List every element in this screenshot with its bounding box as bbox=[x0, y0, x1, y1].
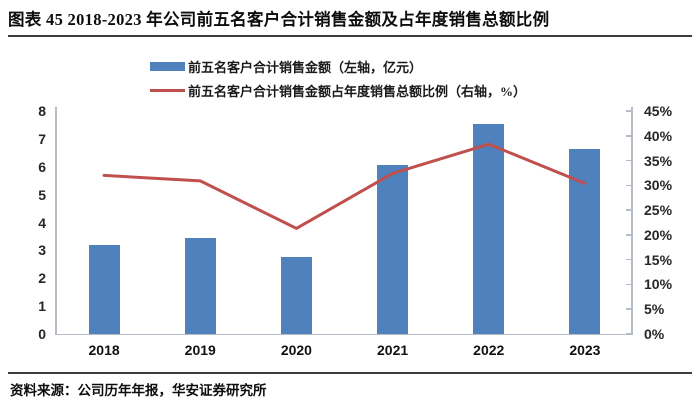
right-axis-tick-label: 15% bbox=[644, 251, 673, 268]
x-axis-label-2019: 2019 bbox=[184, 342, 216, 358]
right-axis-tick-mark bbox=[626, 184, 632, 187]
left-axis-tick-label: 4 bbox=[38, 214, 46, 231]
right-axis-tick-label: 10% bbox=[644, 276, 673, 293]
right-axis-tick-label: 30% bbox=[644, 177, 673, 194]
right-axis-tick-label: 40% bbox=[644, 127, 673, 144]
right-axis-tick-mark bbox=[626, 308, 632, 310]
right-axis-tick-mark bbox=[626, 110, 632, 112]
legend-item-line-series: 前五名客户合计销售金额占年度销售总额比例（右轴，%） bbox=[150, 82, 527, 99]
x-axis-label-2021: 2021 bbox=[377, 342, 409, 358]
source-note: 资料来源：公司历年年报，华安证券研究所 bbox=[10, 383, 267, 398]
title-divider bbox=[8, 35, 692, 37]
right-y-axis-line bbox=[631, 107, 633, 335]
bar-2018 bbox=[88, 244, 120, 334]
x-axis-label-2022: 2022 bbox=[473, 342, 505, 358]
x-axis-label-2023: 2023 bbox=[569, 342, 601, 358]
right-axis-tick-mark bbox=[626, 258, 632, 261]
left-axis-tick-label: 8 bbox=[38, 103, 46, 119]
left-axis-tick-label: 5 bbox=[38, 186, 46, 203]
legend-label-bar-series: 前五名客户合计销售金额（左轴，亿元） bbox=[188, 59, 423, 75]
bar-2019 bbox=[184, 237, 216, 334]
bar-2021 bbox=[377, 165, 409, 334]
left-axis-tick-label: 0 bbox=[38, 326, 46, 342]
right-axis-tick-mark bbox=[626, 283, 632, 286]
right-axis-tick-label: 35% bbox=[644, 152, 673, 169]
left-axis-tick-label: 7 bbox=[38, 130, 46, 147]
x-axis-label-2020: 2020 bbox=[280, 342, 312, 358]
right-axis-tick-label: 5% bbox=[644, 301, 665, 318]
bar-series-swatch-icon bbox=[150, 61, 185, 71]
left-axis-tick-label: 6 bbox=[38, 158, 46, 175]
right-axis-tick-mark bbox=[626, 234, 632, 236]
left-axis-tick-label: 3 bbox=[38, 242, 46, 259]
bar-2020 bbox=[280, 257, 312, 334]
right-axis-tick-label: 25% bbox=[644, 202, 673, 219]
bar-2023 bbox=[569, 148, 601, 334]
right-axis-tick-label: 20% bbox=[644, 226, 673, 243]
ratio-trend-line bbox=[102, 142, 587, 230]
right-axis-tick-label: 0% bbox=[644, 326, 665, 342]
left-axis-tick-label: 2 bbox=[38, 270, 46, 287]
right-axis-tick-mark bbox=[626, 135, 632, 137]
right-axis-tick-label: 45% bbox=[644, 103, 673, 119]
legend-label-line-series: 前五名客户合计销售金额占年度销售总额比例（右轴，%） bbox=[188, 83, 527, 99]
footer-divider bbox=[8, 372, 692, 374]
left-y-axis-line bbox=[55, 107, 57, 335]
figure-title: 图表 45 2018-2023 年公司前五名客户合计销售金额及占年度销售总额比例 bbox=[8, 10, 550, 29]
bar-2022 bbox=[473, 123, 505, 334]
x-axis-label-2018: 2018 bbox=[88, 342, 120, 358]
right-axis-tick-mark bbox=[626, 333, 632, 335]
x-axis-line bbox=[55, 333, 633, 335]
right-axis-tick-mark bbox=[626, 159, 632, 162]
right-axis-tick-mark bbox=[626, 209, 632, 211]
line-series-swatch-icon bbox=[150, 88, 185, 92]
legend-item-bar-series: 前五名客户合计销售金额（左轴，亿元） bbox=[150, 58, 423, 75]
left-axis-tick-label: 1 bbox=[38, 298, 46, 315]
